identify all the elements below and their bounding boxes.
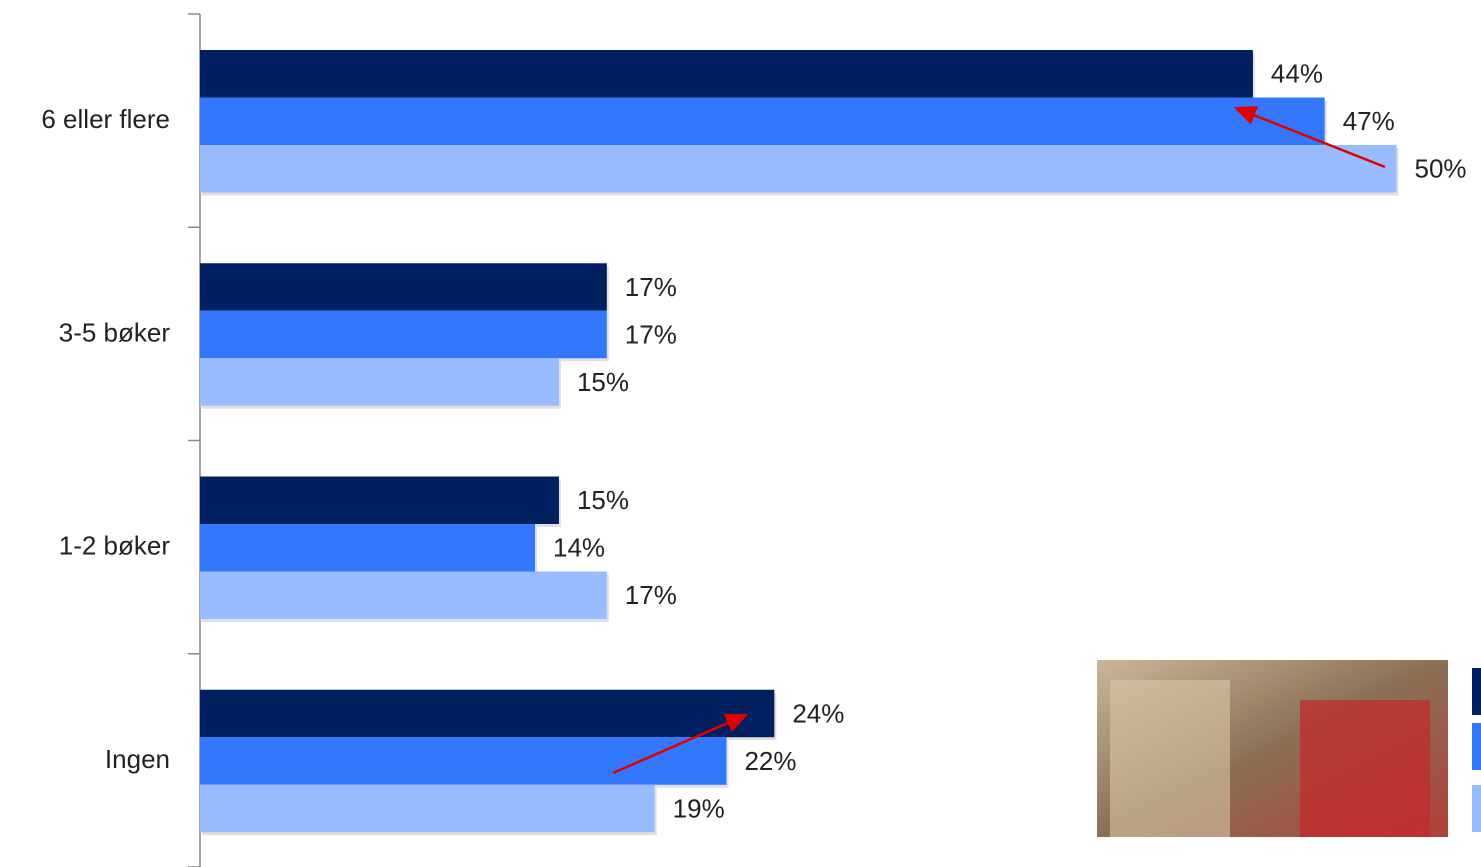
bar bbox=[200, 145, 1397, 193]
bars: 44% 47% 50% 17% 17% 15% 15% 14% 17% 24% 22% 19% bbox=[200, 50, 1467, 836]
value-label: 47% bbox=[1343, 106, 1395, 136]
trend-arrow bbox=[612, 713, 749, 775]
category-label: 6 eller flere bbox=[41, 104, 170, 134]
legend bbox=[1472, 668, 1481, 832]
value-label: 19% bbox=[673, 793, 725, 823]
bar bbox=[200, 737, 727, 785]
bar bbox=[200, 476, 559, 524]
bar bbox=[200, 571, 607, 619]
value-label: 17% bbox=[625, 272, 677, 302]
value-label: 14% bbox=[553, 533, 605, 563]
bar bbox=[200, 50, 1253, 98]
photo-detail bbox=[1300, 700, 1430, 837]
value-label: 15% bbox=[577, 485, 629, 515]
legend-swatch bbox=[1472, 785, 1481, 832]
axis: 6 eller flere 3-5 bøker 1-2 bøker Ingen bbox=[41, 13, 201, 867]
bar bbox=[200, 358, 559, 406]
photo-detail bbox=[1110, 680, 1230, 837]
value-label: 17% bbox=[625, 319, 677, 349]
category-label: 3-5 bøker bbox=[59, 317, 171, 347]
legend-swatch bbox=[1472, 723, 1481, 770]
bar bbox=[200, 97, 1325, 145]
bar bbox=[200, 689, 775, 738]
bar bbox=[200, 263, 607, 311]
trend-arrow bbox=[1233, 106, 1386, 169]
value-label: 17% bbox=[625, 580, 677, 610]
value-label: 24% bbox=[792, 698, 844, 728]
bar bbox=[200, 310, 607, 359]
category-label: 1-2 bøker bbox=[59, 531, 171, 561]
value-label: 44% bbox=[1271, 59, 1323, 89]
category-label: Ingen bbox=[105, 744, 170, 774]
legend-swatch bbox=[1472, 668, 1481, 715]
value-label: 50% bbox=[1415, 154, 1467, 184]
bar bbox=[200, 524, 536, 572]
bar bbox=[200, 784, 655, 833]
value-label: 15% bbox=[577, 367, 629, 397]
value-label: 22% bbox=[744, 746, 796, 776]
